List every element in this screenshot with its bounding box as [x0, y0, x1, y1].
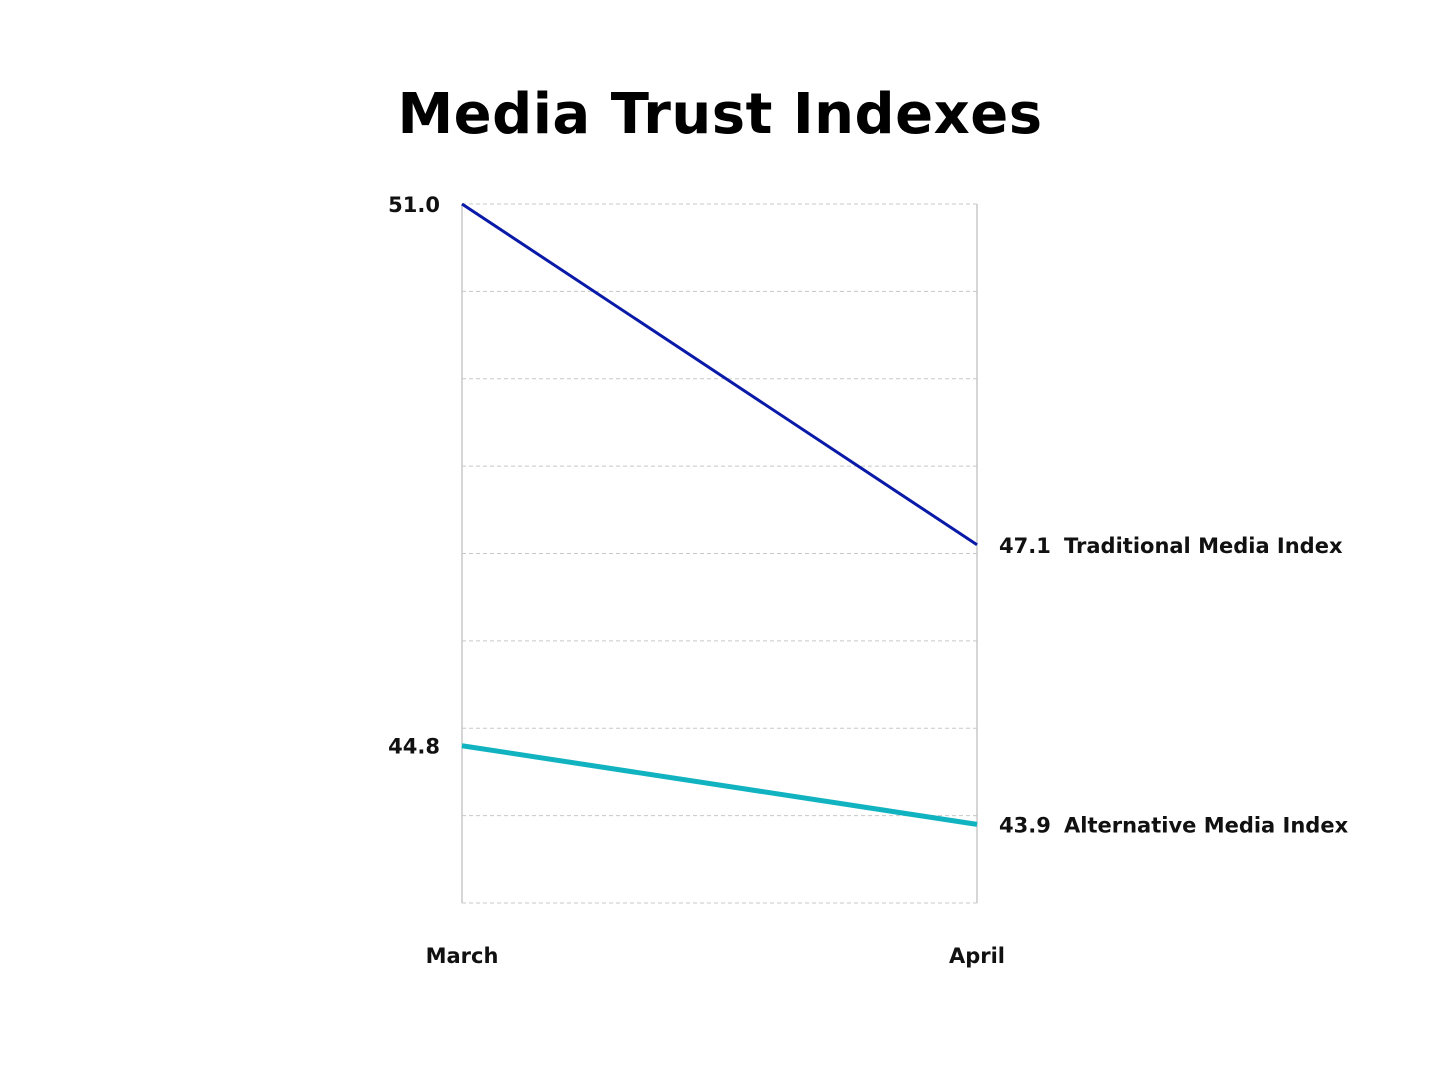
- start-value-label: 51.0: [388, 193, 440, 217]
- end-value-label: 47.1: [999, 534, 1051, 558]
- category-label: April: [949, 944, 1005, 968]
- series-line-traditional-media-index: [461, 202, 978, 547]
- series-line-alternative-media-index: [461, 743, 978, 827]
- category-label: March: [426, 944, 499, 968]
- grid-lines: [462, 203, 977, 904]
- series-name-label: Traditional Media Index: [1064, 534, 1343, 558]
- chart-labels: 51.0 44.8 47.1 Traditional Media Index 43.9 A…: [388, 193, 1348, 968]
- series-name-label: Alternative Media Index: [1064, 813, 1349, 837]
- axis-lines: [461, 204, 978, 903]
- chart-title: Media Trust Indexes: [397, 82, 1043, 147]
- start-value-label: 44.8: [388, 735, 440, 759]
- end-value-label: 43.9: [999, 813, 1051, 837]
- series-lines: [461, 202, 978, 827]
